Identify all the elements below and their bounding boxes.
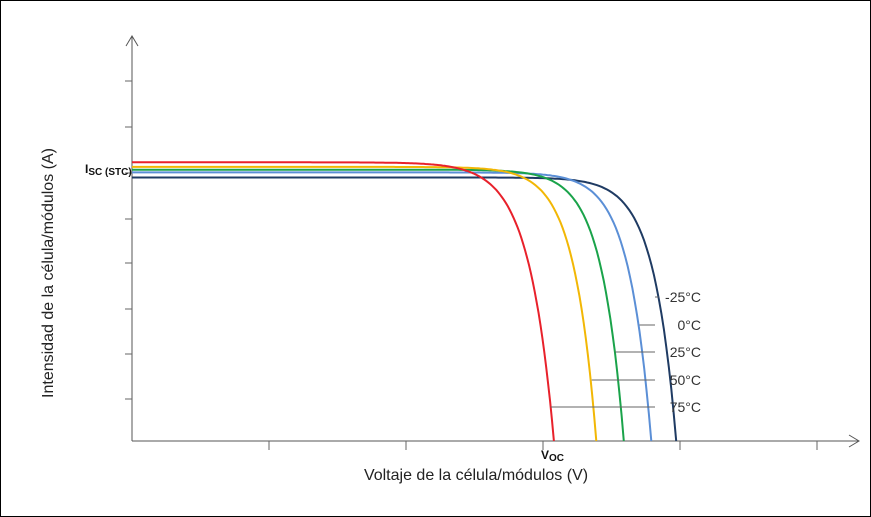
isc-main: I xyxy=(85,162,88,176)
isc-sub: SC (STC) xyxy=(88,167,131,178)
iv-curve--25°C xyxy=(132,176,678,442)
axes xyxy=(125,35,860,450)
x-axis-arrow xyxy=(848,434,860,448)
voc-label: VOC xyxy=(541,448,564,464)
x-axis-label: Voltaje de la célula/módulos (V) xyxy=(364,467,588,484)
y-axis-label: Intensidad de la célula/módulos (A) xyxy=(40,148,57,398)
legend-label-75°C: 75°C xyxy=(670,399,701,415)
iv-curve-50°C xyxy=(132,165,598,442)
curves xyxy=(132,161,678,442)
voc-main: V xyxy=(541,448,549,462)
isc-stc-label: ISC (STC) xyxy=(85,162,132,178)
voc-sub: OC xyxy=(549,453,564,464)
iv-curve-0°C xyxy=(132,171,653,442)
legend-label-0°C: 0°C xyxy=(678,317,702,333)
iv-curve-25°C xyxy=(132,168,625,442)
iv-curve-75°C xyxy=(132,161,555,442)
legend-label-25°C: 25°C xyxy=(670,344,701,360)
legend-label--25°C: -25°C xyxy=(665,289,701,305)
legend-label-50°C: 50°C xyxy=(670,372,701,388)
y-axis-arrow xyxy=(125,35,139,47)
legend: -25°C 0°C 25°C 50°C 75°C xyxy=(550,289,702,415)
